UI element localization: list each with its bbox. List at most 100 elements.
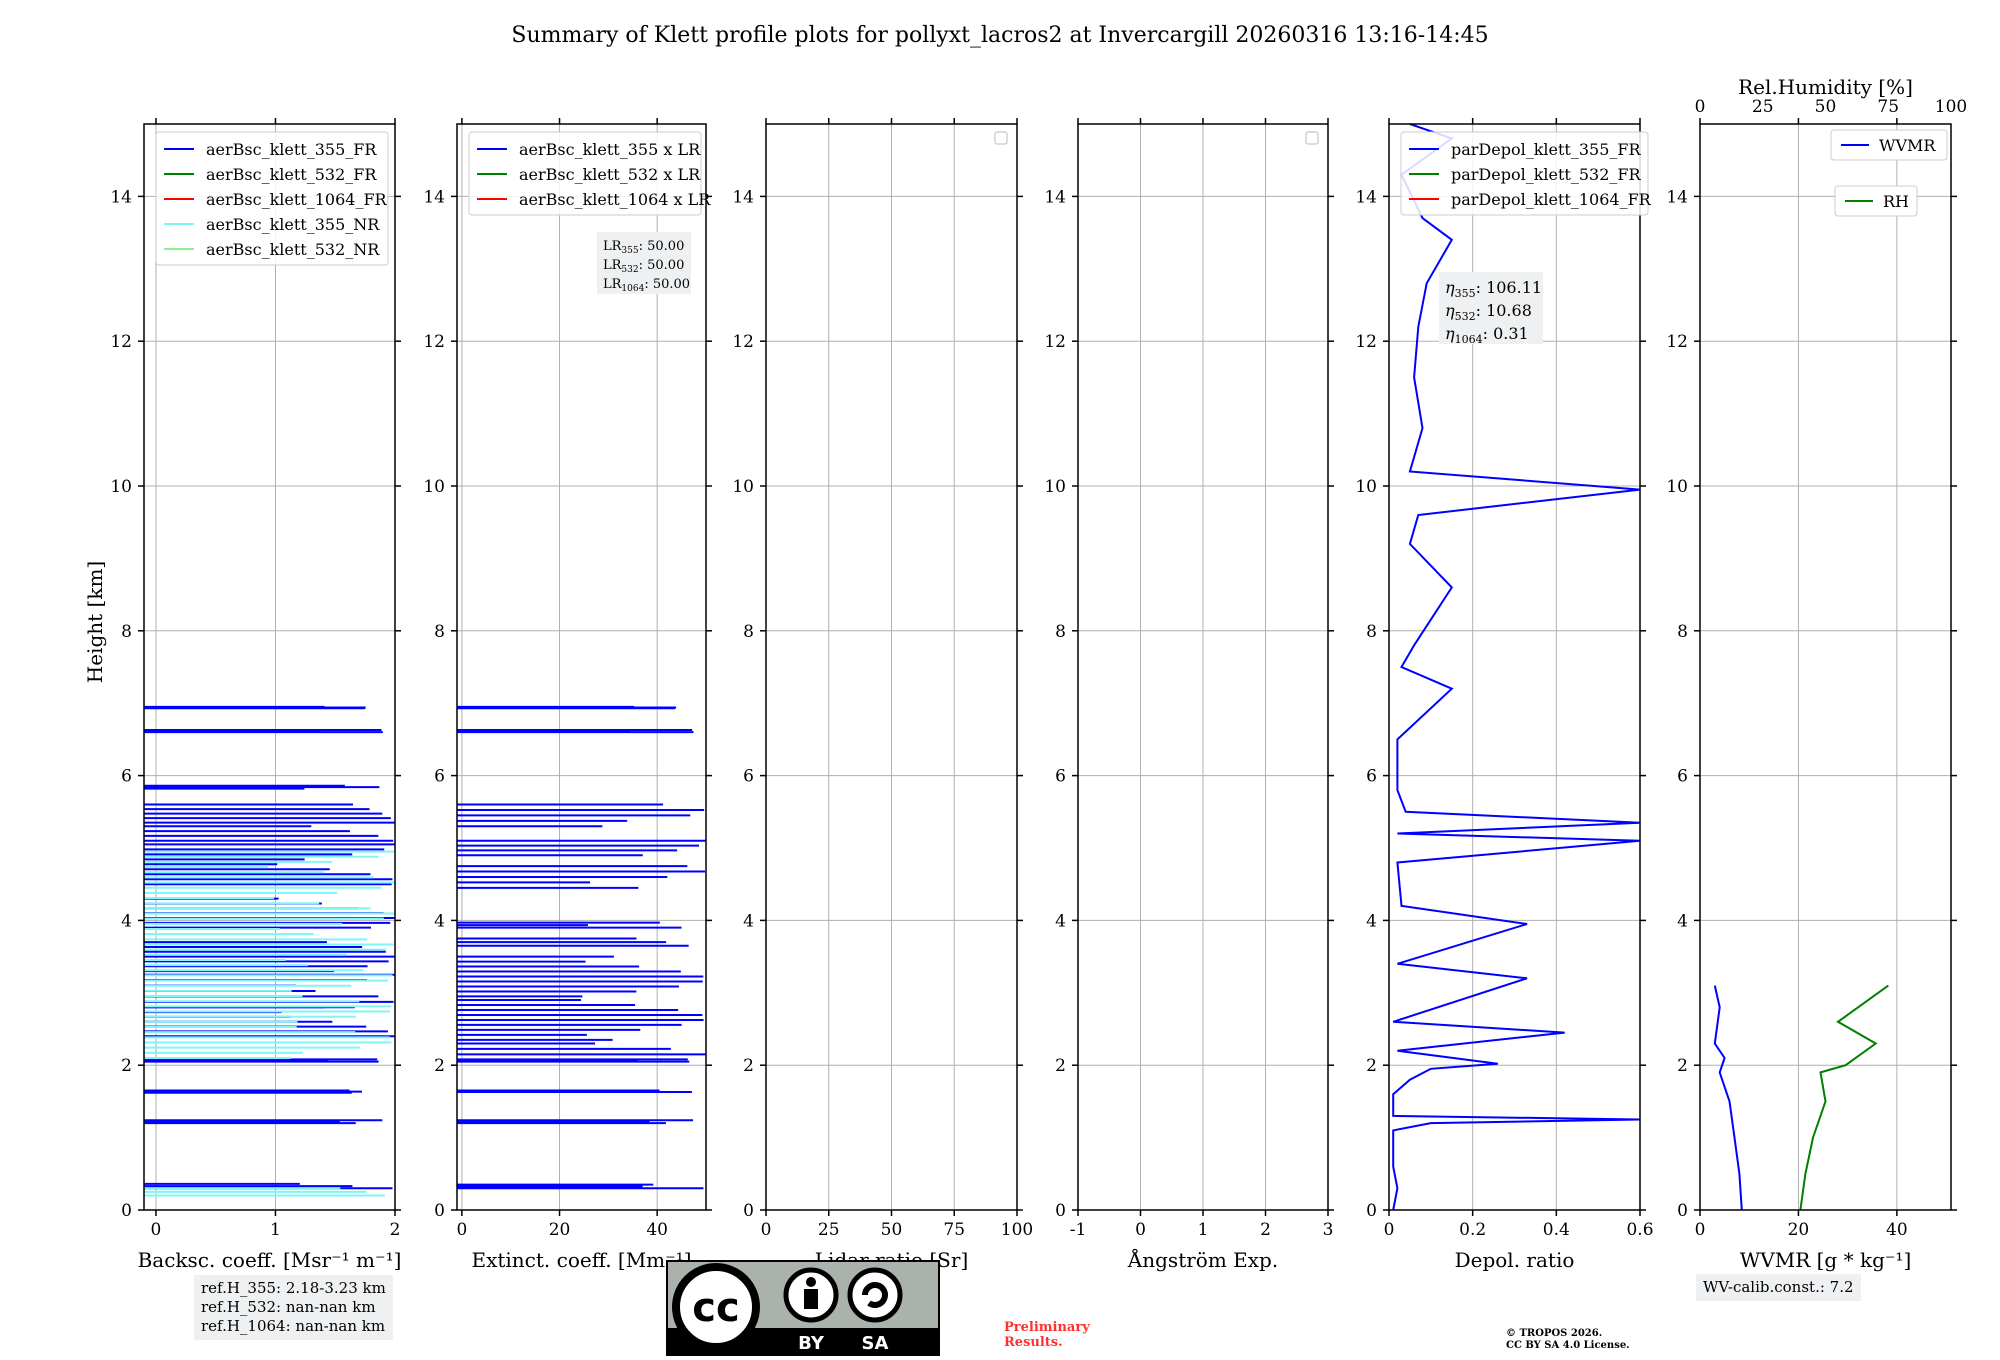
legend-entry: parDepol_klett_1064_FR bbox=[1451, 190, 1652, 209]
axes-frame bbox=[143, 123, 396, 1211]
axes-frame bbox=[456, 123, 707, 1211]
x-tick-label: 20 bbox=[549, 1220, 571, 1240]
y-tick-label: 8 bbox=[121, 622, 132, 642]
x-axis-label: Depol. ratio bbox=[1455, 1248, 1575, 1272]
reference-height-box: ref.H_355: 2.18-3.23 km ref.H_532: nan-n… bbox=[194, 1275, 393, 1340]
axes-frame bbox=[1388, 123, 1641, 1211]
legend-box bbox=[1400, 131, 1649, 216]
x-tick-label: 75 bbox=[943, 1220, 965, 1240]
y-tick-label: 14 bbox=[732, 187, 754, 207]
y-tick-label: 12 bbox=[1666, 332, 1688, 352]
cc-sa-label: SA bbox=[862, 1333, 889, 1354]
y-tick-label: 4 bbox=[1366, 911, 1377, 931]
panel-lidar_ratio: 025507510002468101214Lidar ratio [Sr] bbox=[732, 118, 1033, 1272]
legend-entry: aerBsc_klett_532_NR bbox=[206, 240, 380, 259]
y-tick-label: 10 bbox=[1355, 477, 1377, 497]
legend-entry: aerBsc_klett_355 x LR bbox=[519, 140, 701, 159]
lidar-ratio-1064: LR1064: 50.00 bbox=[603, 277, 690, 294]
copyright-line-2: CC BY SA 4.0 License. bbox=[1506, 1340, 1630, 1351]
y-tick-label: 8 bbox=[743, 622, 754, 642]
copyright-line-1: © TROPOS 2026. bbox=[1506, 1328, 1603, 1339]
x-tick-label: 0 bbox=[456, 1220, 467, 1240]
y-tick-label: 2 bbox=[434, 1056, 445, 1076]
x2-tick-label: 25 bbox=[1752, 97, 1774, 117]
lidar-ratio-355: LR355: 50.00 bbox=[603, 239, 684, 256]
y-tick-label: 14 bbox=[1666, 187, 1688, 207]
empty-legend bbox=[1305, 131, 1319, 145]
series-RH bbox=[1799, 984, 1889, 1211]
y-tick-label: 2 bbox=[1055, 1056, 1066, 1076]
y-tick-label: 6 bbox=[1677, 767, 1688, 787]
y-tick-label: 14 bbox=[110, 187, 132, 207]
legend-entry: aerBsc_klett_1064 x LR bbox=[519, 190, 711, 209]
x-tick-label: 20 bbox=[1788, 1220, 1810, 1240]
x-tick-label: 0 bbox=[1384, 1220, 1395, 1240]
y-axis-label: Height [km] bbox=[83, 561, 107, 683]
y-tick-label: 8 bbox=[1366, 622, 1377, 642]
y-tick-label: 8 bbox=[434, 622, 445, 642]
ref-h-532: ref.H_532: nan-nan km bbox=[201, 1298, 376, 1316]
legend-entry: aerBsc_klett_532 x LR bbox=[519, 165, 701, 184]
x-axis-label: Extinct. coeff. [Mm⁻¹] bbox=[471, 1248, 691, 1272]
y-tick-label: 12 bbox=[1355, 332, 1377, 352]
y-tick-label: 10 bbox=[1044, 477, 1066, 497]
legend-entry: RH bbox=[1883, 192, 1909, 211]
svg-text:cc: cc bbox=[692, 1285, 739, 1331]
x-tick-label: 0 bbox=[1695, 1220, 1706, 1240]
y-tick-label: 6 bbox=[743, 767, 754, 787]
y-tick-label: 6 bbox=[434, 767, 445, 787]
y-tick-label: 0 bbox=[434, 1201, 445, 1221]
y-tick-label: 8 bbox=[1055, 622, 1066, 642]
y-tick-label: 6 bbox=[1366, 767, 1377, 787]
ref-h-1064: ref.H_1064: nan-nan km bbox=[201, 1317, 386, 1335]
legend-box bbox=[1834, 185, 1918, 217]
y-tick-label: 10 bbox=[110, 477, 132, 497]
y-tick-label: 4 bbox=[743, 911, 754, 931]
y-tick-label: 4 bbox=[1055, 911, 1066, 931]
x-tick-label: 0.2 bbox=[1459, 1220, 1486, 1240]
legend-entry: aerBsc_klett_355_NR bbox=[206, 215, 380, 234]
series-parDepol_klett_355_FR bbox=[1392, 123, 1641, 1211]
y-tick-label: 14 bbox=[1355, 187, 1377, 207]
legend-entry: WVMR bbox=[1879, 136, 1936, 155]
copyright-note: © TROPOS 2026. CC BY SA 4.0 License. bbox=[1506, 1328, 1630, 1352]
eta-box bbox=[1439, 272, 1543, 344]
x-tick-label: -1 bbox=[1070, 1220, 1087, 1240]
eta-1064: η1064: 0.31 bbox=[1445, 324, 1529, 346]
legend-entry: aerBsc_klett_532_FR bbox=[206, 165, 377, 184]
eta-532: η532: 10.68 bbox=[1445, 301, 1532, 323]
x-tick-label: 3 bbox=[1323, 1220, 1334, 1240]
y-tick-label: 0 bbox=[121, 1201, 132, 1221]
x-tick-label: 1 bbox=[1198, 1220, 1209, 1240]
legend-box bbox=[1830, 129, 1948, 161]
lidar-ratio-box bbox=[597, 232, 691, 294]
y-tick-label: 10 bbox=[732, 477, 754, 497]
figure-title: Summary of Klett profile plots for polly… bbox=[511, 23, 1488, 48]
x-tick-label: 100 bbox=[1001, 1220, 1033, 1240]
y-tick-label: 12 bbox=[110, 332, 132, 352]
y-tick-label: 8 bbox=[1677, 622, 1688, 642]
panel-extinction: 0 20 40 0 2 4 6 8 10 12 14 Extinct. coeff. [Mm⁻¹] ae… bbox=[423, 118, 712, 1272]
x-tick-label: 2 bbox=[1260, 1220, 1271, 1240]
axes-frame bbox=[1699, 123, 1952, 1211]
y-tick-label: 4 bbox=[434, 911, 445, 931]
x-tick-label: 0 bbox=[1135, 1220, 1146, 1240]
y-tick-label: 6 bbox=[121, 767, 132, 787]
y-tick-label: 2 bbox=[1366, 1056, 1377, 1076]
x-tick-label: 50 bbox=[881, 1220, 903, 1240]
x-axis-label: WVMR [g * kg⁻¹] bbox=[1740, 1248, 1912, 1272]
cc-license-logo: cc BY SA bbox=[666, 1260, 940, 1356]
empty-legend bbox=[994, 131, 1008, 145]
y-tick-label: 14 bbox=[1044, 187, 1066, 207]
cc-by-label: BY bbox=[798, 1333, 825, 1354]
y-tick-label: 10 bbox=[1666, 477, 1688, 497]
y-tick-label: 0 bbox=[743, 1201, 754, 1221]
y-tick-label: 0 bbox=[1055, 1201, 1066, 1221]
x2-tick-label: 100 bbox=[1935, 97, 1967, 117]
x2-tick-label: 75 bbox=[1877, 97, 1899, 117]
wv-calibration-box: WV-calib.const.: 7.2 bbox=[1696, 1274, 1861, 1301]
y-tick-label: 12 bbox=[1044, 332, 1066, 352]
panel-wvmr_rh: 0 20 40 0 2 4 6 8 10 12 14 WVMR [g * kg⁻¹] 0 25 50 75 10… bbox=[1666, 75, 1967, 1272]
legend-entry: aerBsc_klett_1064_FR bbox=[206, 190, 388, 209]
